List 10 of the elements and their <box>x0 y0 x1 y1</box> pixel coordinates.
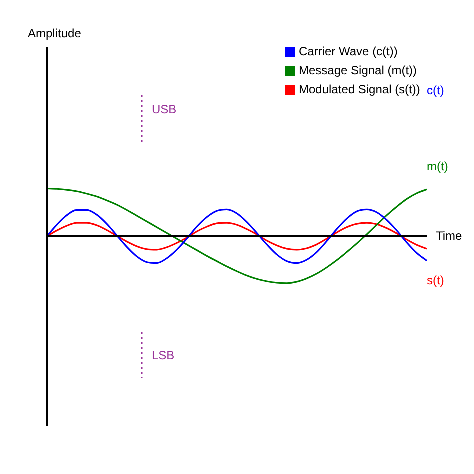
legend-label: Carrier Wave (c(t)) <box>299 44 398 58</box>
text: USB <box>152 102 177 116</box>
text: LSB <box>152 348 175 362</box>
legend-label: Modulated Signal (s(t)) <box>299 82 420 96</box>
legend-label: Message Signal (m(t)) <box>299 63 418 78</box>
text: c(t) <box>427 83 444 98</box>
text: Amplitude <box>28 26 82 40</box>
text: m(t) <box>427 159 448 174</box>
x-axis-title: Time <box>436 228 463 243</box>
annotation: s(t) <box>427 273 444 288</box>
